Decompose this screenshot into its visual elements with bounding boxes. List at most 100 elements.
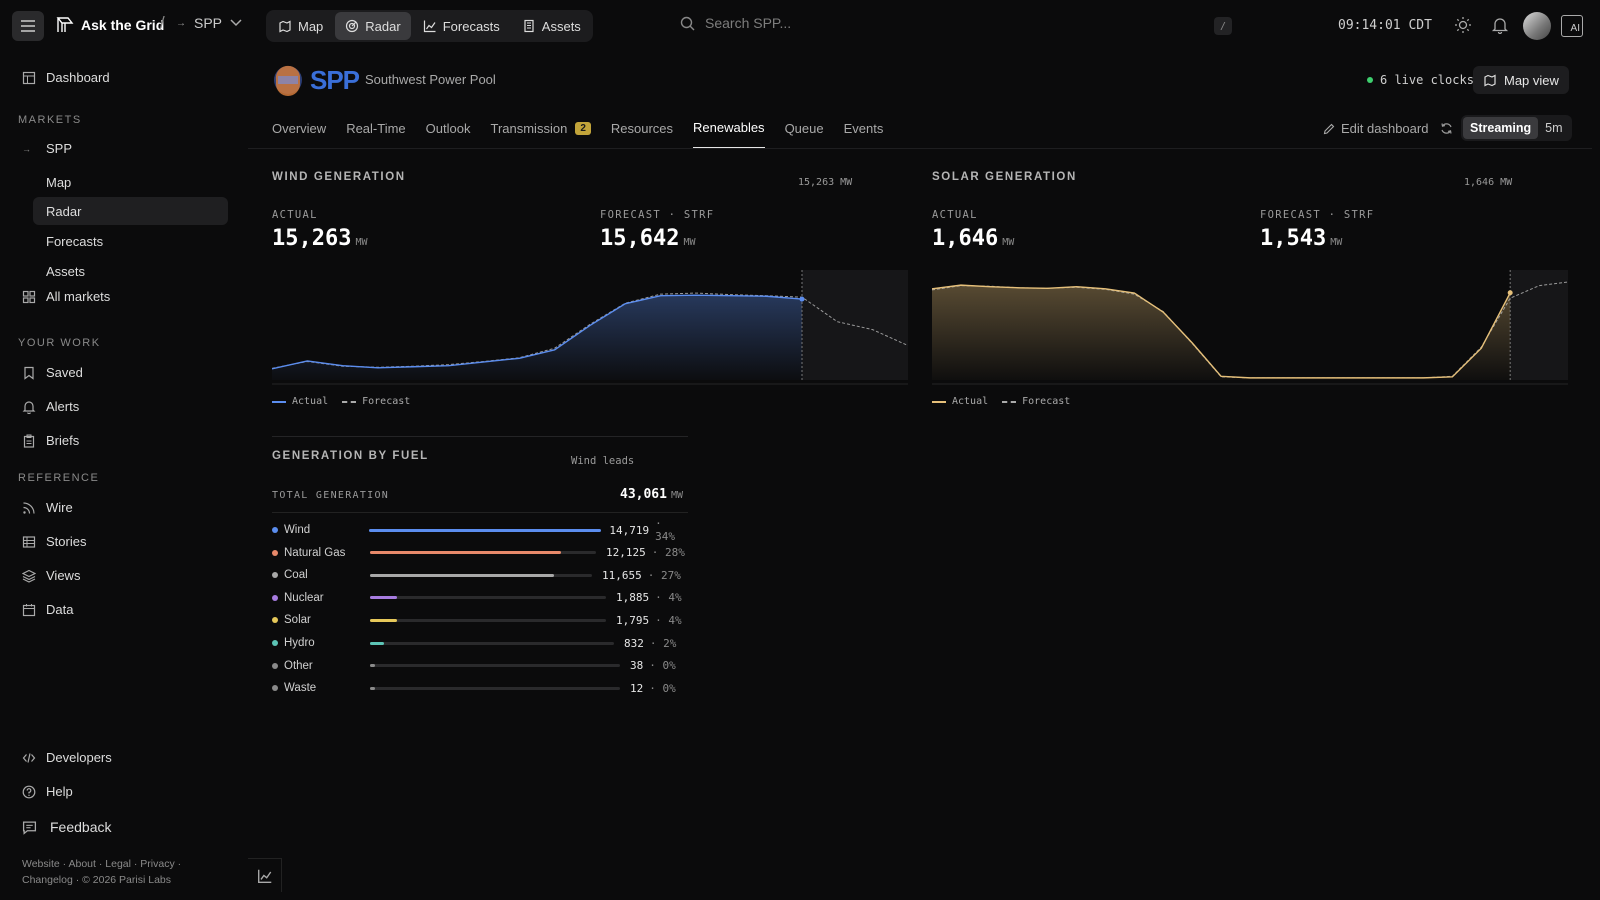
market-selector[interactable]: → SPP (176, 15, 242, 31)
search-input[interactable]: Search SPP... (705, 15, 792, 31)
fuel-color-dot (272, 662, 278, 669)
fuel-percent: · 4% (655, 613, 682, 627)
fuel-row[interactable]: Nuclear 1,885 · 4% (272, 588, 688, 608)
fuel-color-dot (272, 527, 278, 533)
ai-assistant-button[interactable]: AI (1561, 15, 1583, 37)
sidebar-item-help[interactable]: Help (22, 784, 73, 799)
wind-actual-value: 15,263 (272, 226, 352, 251)
top-bar: Ask the Grid / → SPP Map Radar Forecasts… (0, 0, 1600, 52)
sidebar-item-stories[interactable]: Stories (22, 534, 86, 549)
sidebar-item-assets[interactable]: Assets (46, 263, 86, 279)
spp-logo-icon (274, 65, 302, 96)
tab-overview[interactable]: Overview (272, 121, 327, 136)
tab-resources[interactable]: Resources (610, 121, 674, 136)
fuel-bar-fill (370, 573, 555, 577)
radar-icon (346, 19, 359, 33)
sidebar-item-wire[interactable]: Wire (22, 500, 73, 515)
sidebar-item-all-markets[interactable]: All markets (22, 289, 110, 304)
fuel-bar-fill (370, 686, 375, 690)
footer-links-line-1[interactable]: Website · About · Legal · Privacy · (22, 858, 182, 870)
unit-label: MW (670, 490, 684, 501)
bell-icon (1491, 18, 1509, 35)
sidebar-item-label: Dashboard (46, 70, 110, 85)
five-minute-option[interactable]: 5m (1545, 121, 1563, 135)
refresh-button[interactable] (1440, 122, 1453, 138)
fuel-name: Nuclear (284, 591, 324, 604)
wind-forecast-kpi: 15,642 MW (600, 226, 696, 251)
streaming-option[interactable]: Streaming (1463, 117, 1539, 139)
notifications-button[interactable] (1491, 16, 1509, 37)
sidebar-item-data[interactable]: Data (22, 602, 73, 617)
tab-outlook[interactable]: Outlook (425, 121, 471, 136)
fuel-percent: · 0% (649, 681, 676, 695)
nav-assets[interactable]: Assets (512, 12, 591, 40)
solar-panel-title: SOLAR GENERATION (932, 171, 1077, 183)
tab-real-time[interactable]: Real-Time (346, 121, 406, 136)
transmission-count-badge: 2 (575, 122, 591, 135)
nav-forecasts-label: Forecasts (442, 18, 500, 34)
tab-events[interactable]: Events (843, 121, 884, 136)
map-view-button[interactable]: Map view (1473, 66, 1569, 94)
nav-forecasts[interactable]: Forecasts (413, 12, 510, 40)
solar-actual-label: ACTUAL (932, 209, 978, 221)
tab-renewables[interactable]: Renewables (693, 118, 765, 149)
pencil-icon (1323, 123, 1335, 134)
sidebar-item-views[interactable]: Views (22, 568, 80, 583)
sidebar-item-label: Briefs (46, 433, 80, 448)
sidebar-item-dashboard[interactable]: Dashboard (22, 70, 110, 85)
nav-radar[interactable]: Radar (335, 12, 411, 40)
sidebar-item-radar[interactable]: Radar (33, 197, 228, 225)
fuel-row[interactable]: Coal 11,655 · 27% (272, 565, 688, 585)
sidebar-item-forecasts[interactable]: Forecasts (46, 233, 104, 249)
fuel-name: Other (284, 659, 313, 672)
avatar[interactable] (1523, 12, 1551, 40)
chart-panel-toggle[interactable] (248, 858, 282, 892)
sidebar-item-developers[interactable]: Developers (22, 750, 112, 765)
wind-generation-chart[interactable] (272, 268, 908, 390)
fuel-name: Hydro (284, 637, 315, 649)
region-name: Southwest Power Pool (365, 72, 496, 87)
grid-logo-icon (56, 17, 74, 32)
map-view-label: Map view (1504, 72, 1559, 88)
search-box[interactable]: Search SPP... (680, 15, 791, 31)
sidebar-item-spp[interactable]: → SPP (22, 141, 72, 156)
nav-map[interactable]: Map (268, 12, 333, 40)
fuel-name: Waste (284, 682, 317, 695)
footer-links[interactable]: Website · About · Legal · Privacy · Chan… (22, 856, 222, 888)
refresh-icon (1441, 123, 1452, 134)
fuel-percent: · 28% (651, 546, 685, 560)
future-shade (1510, 270, 1568, 380)
sidebar-item-briefs[interactable]: Briefs (22, 433, 79, 448)
total-generation-kpi: 43,061 MW (620, 487, 683, 502)
sidebar-item-alerts[interactable]: Alerts (22, 399, 79, 414)
tab-queue[interactable]: Queue (784, 121, 824, 136)
solar-forecast-value: 1,543 (1260, 226, 1327, 251)
legend-actual-label: Actual (292, 396, 329, 407)
sidebar-item-saved[interactable]: Saved (22, 365, 83, 380)
tab-transmission[interactable]: Transmission 2 (490, 118, 591, 149)
fuel-value: 1,885 (616, 591, 650, 605)
fuel-name: Solar (284, 614, 311, 627)
fuel-row[interactable]: Hydro 832 · 2% (272, 633, 688, 653)
solar-generation-chart[interactable] (932, 268, 1568, 390)
theme-toggle[interactable] (1454, 16, 1472, 37)
footer-links-line-2[interactable]: Changelog · © 2026 Parisi Labs (22, 874, 171, 886)
fuel-row[interactable]: Solar 1,795 · 4% (272, 610, 688, 630)
map-icon (279, 20, 291, 33)
live-clocks[interactable]: 6 live clocks (1367, 73, 1474, 87)
building-icon (524, 19, 534, 33)
grid-icon (22, 290, 36, 303)
sidebar-item-map[interactable]: Map (46, 174, 72, 190)
fuel-row[interactable]: Wind 14,719 · 34% (272, 517, 688, 543)
actual-series-line (932, 284, 1511, 379)
edit-dashboard-button[interactable]: Edit dashboard (1323, 121, 1428, 136)
brand-logo[interactable]: Ask the Grid (55, 15, 164, 35)
sidebar-item-label: Saved (46, 365, 83, 380)
menu-icon[interactable] (12, 11, 44, 41)
fuel-color-dot (272, 640, 278, 646)
fuel-row[interactable]: Other 38 · 0% (272, 656, 688, 676)
sidebar-item-feedback[interactable]: Feedback (22, 819, 111, 835)
fuel-name: Natural Gas (284, 546, 346, 559)
fuel-row[interactable]: Waste 12 · 0% (272, 678, 688, 698)
fuel-row[interactable]: Natural Gas 12,125 · 28% (272, 543, 688, 563)
